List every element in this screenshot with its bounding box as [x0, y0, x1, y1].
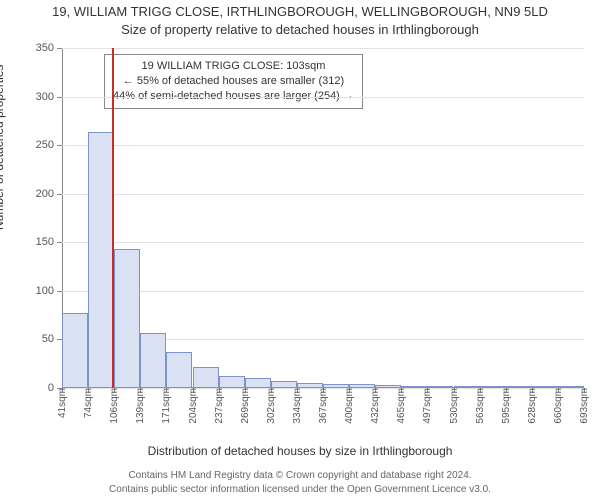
histogram-bar: [62, 313, 88, 388]
plot-area: 19 WILLIAM TRIGG CLOSE: 103sqm ← 55% of …: [62, 48, 584, 388]
chart-figure: 19, WILLIAM TRIGG CLOSE, IRTHLINGBOROUGH…: [0, 0, 600, 500]
x-tick-label: 432sqm: [370, 388, 380, 424]
x-tick-label: 563sqm: [475, 388, 485, 424]
x-tick-label: 171sqm: [161, 388, 171, 424]
x-tick-label: 628sqm: [527, 388, 537, 424]
y-tick: [57, 194, 62, 195]
gridline: [62, 242, 584, 243]
x-tick-label: 693sqm: [579, 388, 589, 424]
copyright-footnote: Contains HM Land Registry data © Crown c…: [0, 469, 600, 496]
y-tick-label: 200: [24, 188, 54, 200]
gridline: [62, 145, 584, 146]
y-tick-label: 350: [24, 42, 54, 54]
x-tick-label: 237sqm: [214, 388, 224, 424]
x-tick-label: 74sqm: [83, 388, 93, 418]
y-tick: [57, 48, 62, 49]
histogram-bar: [219, 376, 245, 388]
histogram-bar: [140, 333, 166, 388]
x-tick-label: 204sqm: [188, 388, 198, 424]
y-tick-label: 0: [24, 382, 54, 394]
annotation-box: 19 WILLIAM TRIGG CLOSE: 103sqm ← 55% of …: [104, 54, 363, 109]
annotation-line-2: ← 55% of detached houses are smaller (31…: [113, 74, 354, 89]
x-tick-label: 334sqm: [292, 388, 302, 424]
x-tick-label: 530sqm: [449, 388, 459, 424]
address-title: 19, WILLIAM TRIGG CLOSE, IRTHLINGBOROUGH…: [0, 4, 600, 19]
x-tick-label: 660sqm: [553, 388, 563, 424]
x-tick-label: 595sqm: [501, 388, 511, 424]
gridline: [62, 97, 584, 98]
histogram-bar: [166, 352, 192, 388]
y-tick-label: 250: [24, 139, 54, 151]
gridline: [62, 194, 584, 195]
y-tick: [57, 145, 62, 146]
x-tick-label: 400sqm: [344, 388, 354, 424]
x-tick-label: 41sqm: [57, 388, 67, 418]
x-tick-label: 106sqm: [109, 388, 119, 424]
gridline: [62, 48, 584, 49]
x-tick-label: 139sqm: [135, 388, 145, 424]
histogram-bar: [88, 132, 114, 388]
x-tick-label: 465sqm: [396, 388, 406, 424]
gridline: [62, 291, 584, 292]
footnote-line-2: Contains public sector information licen…: [0, 483, 600, 497]
histogram-bar: [193, 367, 219, 388]
x-axis-label: Distribution of detached houses by size …: [0, 444, 600, 458]
property-marker-line: [112, 48, 114, 388]
x-tick-label: 269sqm: [240, 388, 250, 424]
footnote-line-1: Contains HM Land Registry data © Crown c…: [0, 469, 600, 483]
histogram-bar: [271, 381, 297, 388]
y-tick-label: 100: [24, 285, 54, 297]
y-tick-label: 50: [24, 333, 54, 345]
y-axis-label: Number of detached properties: [0, 65, 6, 230]
y-tick-label: 300: [24, 91, 54, 103]
chart-subtitle: Size of property relative to detached ho…: [0, 22, 600, 37]
x-tick-label: 302sqm: [266, 388, 276, 424]
histogram-bar: [114, 249, 140, 388]
y-tick-label: 150: [24, 236, 54, 248]
histogram-bar: [245, 378, 271, 388]
annotation-line-1: 19 WILLIAM TRIGG CLOSE: 103sqm: [113, 59, 354, 74]
y-tick: [57, 97, 62, 98]
y-tick: [57, 291, 62, 292]
y-tick: [57, 242, 62, 243]
x-tick-label: 497sqm: [422, 388, 432, 424]
x-tick-label: 367sqm: [318, 388, 328, 424]
